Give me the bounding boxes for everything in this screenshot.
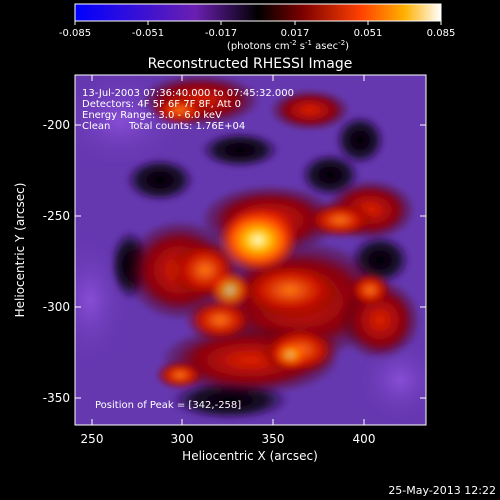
y-tick-label: -350 (43, 391, 70, 405)
colorbar-tick-label: -0.085 (59, 28, 91, 39)
colorbar-tick-label: 0.085 (427, 28, 456, 39)
footer-timestamp: 25-May-2013 12:22 (388, 484, 496, 497)
y-axis-ticks (75, 124, 426, 399)
y-tick-label: -250 (43, 209, 70, 223)
x-tick-label: 350 (262, 432, 285, 446)
colorbar-ticks (74, 21, 442, 25)
colorbar (74, 3, 442, 22)
colorbar-tick-label: 0.017 (281, 28, 310, 39)
detectors-label: Detectors: 4F 5F 6F 7F 8F, Att 0 (82, 99, 241, 110)
y-tick-label: -300 (43, 300, 70, 314)
time-range-label: 13-Jul-2003 07:36:40.000 to 07:45:32.000 (82, 88, 294, 99)
algorithm-label: Clean (82, 121, 110, 132)
colorbar-units: (photons cm-2 s-1 asec-2) (227, 39, 349, 52)
plot-frame (74, 74, 427, 426)
x-tick-label: 250 (81, 432, 104, 446)
x-tick-label: 400 (353, 432, 376, 446)
y-axis-label: Heliocentric Y (arcsec) (13, 183, 27, 318)
x-axis-label: Heliocentric X (arcsec) (182, 449, 318, 463)
peak-position-label: Position of Peak = [342,-258] (95, 400, 241, 411)
colorbar-tick-label: 0.051 (354, 28, 383, 39)
rhessi-image (75, 75, 426, 425)
plot-title: Reconstructed RHESSI Image (148, 56, 353, 72)
x-tick-label: 300 (171, 432, 194, 446)
colorbar-tick-label: -0.017 (205, 28, 237, 39)
colorbar-tick-label: -0.051 (132, 28, 164, 39)
y-tick-label: -200 (43, 118, 70, 132)
energy-range-label: Energy Range: 3.0 - 6.0 keV (82, 110, 222, 121)
total-counts-label: Total counts: 1.76E+04 (128, 121, 245, 132)
x-axis-ticks (91, 75, 365, 425)
